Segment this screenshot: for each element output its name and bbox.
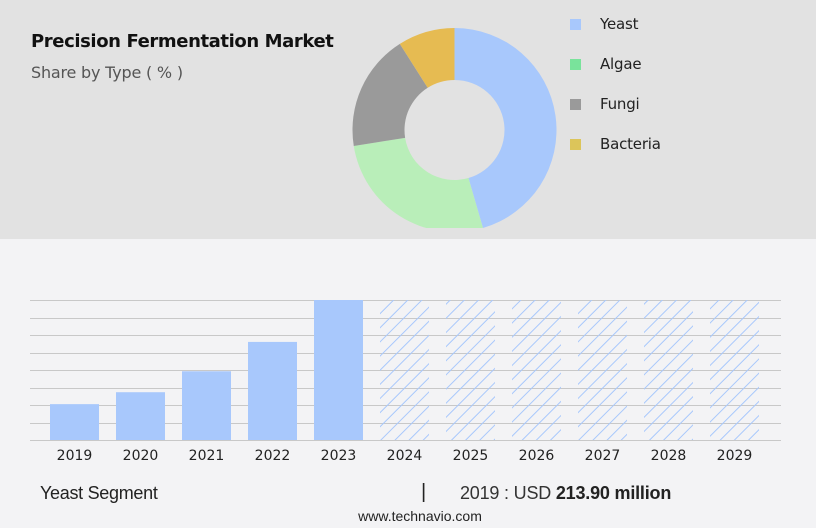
segment-value-prefix: 2019 : USD [460, 483, 556, 503]
chart-subtitle: Share by Type ( % ) [31, 63, 183, 82]
footer-separator: | [421, 481, 427, 503]
forecast-bar-2029 [710, 300, 759, 440]
legend-swatch-algae [570, 58, 581, 70]
segment-value: 2019 : USD 213.90 million [460, 483, 671, 504]
legend-label: Fungi [600, 95, 640, 113]
x-axis-label: 2019 [57, 448, 93, 464]
bar-chart: 2019 2020 2021 2022 2023 2024 2025 2026 2027 2028… [30, 300, 781, 464]
x-axis-label: 2028 [651, 448, 687, 464]
legend-label: Algae [600, 55, 642, 73]
legend-swatch-yeast [570, 18, 581, 30]
x-axis-label: 2026 [519, 448, 555, 464]
legend-swatch-fungi [570, 98, 581, 110]
legend-item-algae: Algae [570, 54, 642, 74]
legend-item-yeast: Yeast [570, 14, 638, 34]
x-axis-label: 2023 [321, 448, 357, 464]
donut-chart [352, 28, 557, 228]
x-axis-label: 2024 [387, 448, 423, 464]
donut-slice-bacteria [399, 28, 455, 88]
bar-2019 [50, 404, 99, 440]
segment-label: Yeast Segment [40, 483, 158, 503]
x-axis-label: 2027 [585, 448, 621, 464]
chart-title: Precision Fermentation Market [31, 31, 334, 52]
x-axis-label: 2025 [453, 448, 489, 464]
forecast-bar-2028 [644, 300, 693, 440]
bar-2020 [116, 392, 165, 440]
segment-value-amount: 213.90 million [555, 483, 672, 503]
x-axis-label: 2029 [717, 448, 753, 464]
forecast-bar-2025 [446, 300, 495, 440]
legend-label: Bacteria [600, 135, 661, 153]
donut-slice-fungi [352, 43, 428, 146]
bar-2023 [314, 300, 363, 440]
bar-2021 [182, 371, 231, 440]
forecast-bar-2026 [512, 300, 561, 440]
x-axis-label: 2020 [123, 448, 159, 464]
legend-item-fungi: Fungi [570, 94, 640, 114]
forecast-bar-2024 [380, 300, 429, 440]
legend-label: Yeast [600, 15, 639, 33]
x-axis-label: 2022 [255, 448, 291, 464]
legend-item-bacteria: Bacteria [570, 134, 661, 154]
source-url: www.technavio.com [358, 508, 482, 524]
legend-swatch-bacteria [570, 138, 581, 150]
forecast-bar-2027 [578, 300, 627, 440]
bar-2022 [248, 341, 297, 440]
x-axis-label: 2021 [189, 448, 225, 464]
donut-slice-algae [353, 137, 483, 228]
donut-slice-yeast [454, 28, 557, 228]
